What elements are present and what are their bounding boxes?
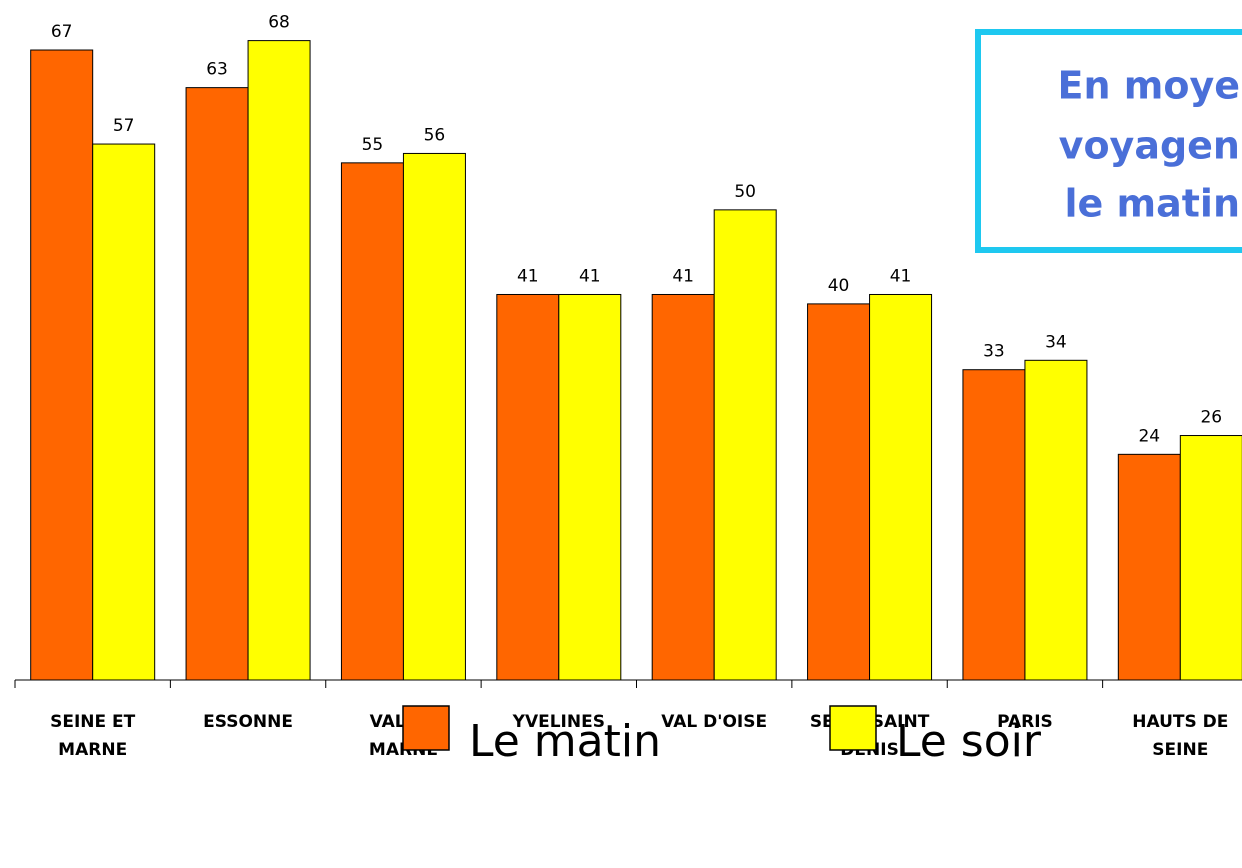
x-tick-label: YVELINES	[512, 712, 605, 732]
bar	[869, 293, 933, 681]
bar	[962, 369, 1026, 681]
bar	[402, 152, 466, 681]
bar	[30, 49, 94, 681]
value-label: 41	[579, 266, 601, 286]
value-label: 68	[268, 13, 290, 33]
value-label: 56	[424, 125, 446, 145]
bar	[1117, 453, 1181, 681]
value-label: 41	[517, 266, 539, 286]
bar	[340, 162, 404, 681]
value-label: 26	[1200, 408, 1222, 428]
legend-swatch	[402, 705, 450, 751]
value-label: 34	[1045, 332, 1067, 352]
annotation-text: voyagen	[1059, 124, 1240, 168]
bar	[713, 209, 777, 681]
value-label: 41	[672, 266, 694, 286]
x-tick-label: SEINE ET MARNE	[50, 712, 136, 760]
value-label: 50	[734, 182, 756, 202]
bar	[92, 143, 156, 681]
annotation-box	[975, 29, 1242, 253]
bar	[1024, 359, 1088, 681]
x-tick-label: HAUTS DE SEINE	[1132, 712, 1228, 760]
bar	[1179, 435, 1242, 681]
value-label: 33	[983, 342, 1005, 362]
value-label: 55	[362, 135, 384, 155]
annotation-text: En moye	[1058, 64, 1241, 108]
x-tick-label: PARIS	[997, 712, 1053, 732]
bar	[807, 303, 871, 681]
value-label: 40	[828, 276, 850, 296]
bar	[558, 293, 622, 681]
legend-swatch	[829, 705, 877, 751]
bar	[496, 293, 560, 681]
legend-label: Le soir	[896, 716, 1042, 767]
bar	[185, 87, 249, 681]
value-label: 57	[113, 116, 135, 136]
bar	[651, 293, 715, 681]
x-tick-label: VAL D'OISE	[661, 712, 767, 732]
value-label: 67	[51, 22, 73, 42]
bar	[247, 40, 311, 681]
annotation-text: le matin	[1064, 182, 1240, 226]
value-label: 63	[206, 60, 228, 80]
x-tick-label: ESSONNE	[203, 712, 293, 732]
value-label: 24	[1138, 426, 1160, 446]
legend-label: Le matin	[469, 716, 661, 767]
value-label: 41	[890, 266, 912, 286]
